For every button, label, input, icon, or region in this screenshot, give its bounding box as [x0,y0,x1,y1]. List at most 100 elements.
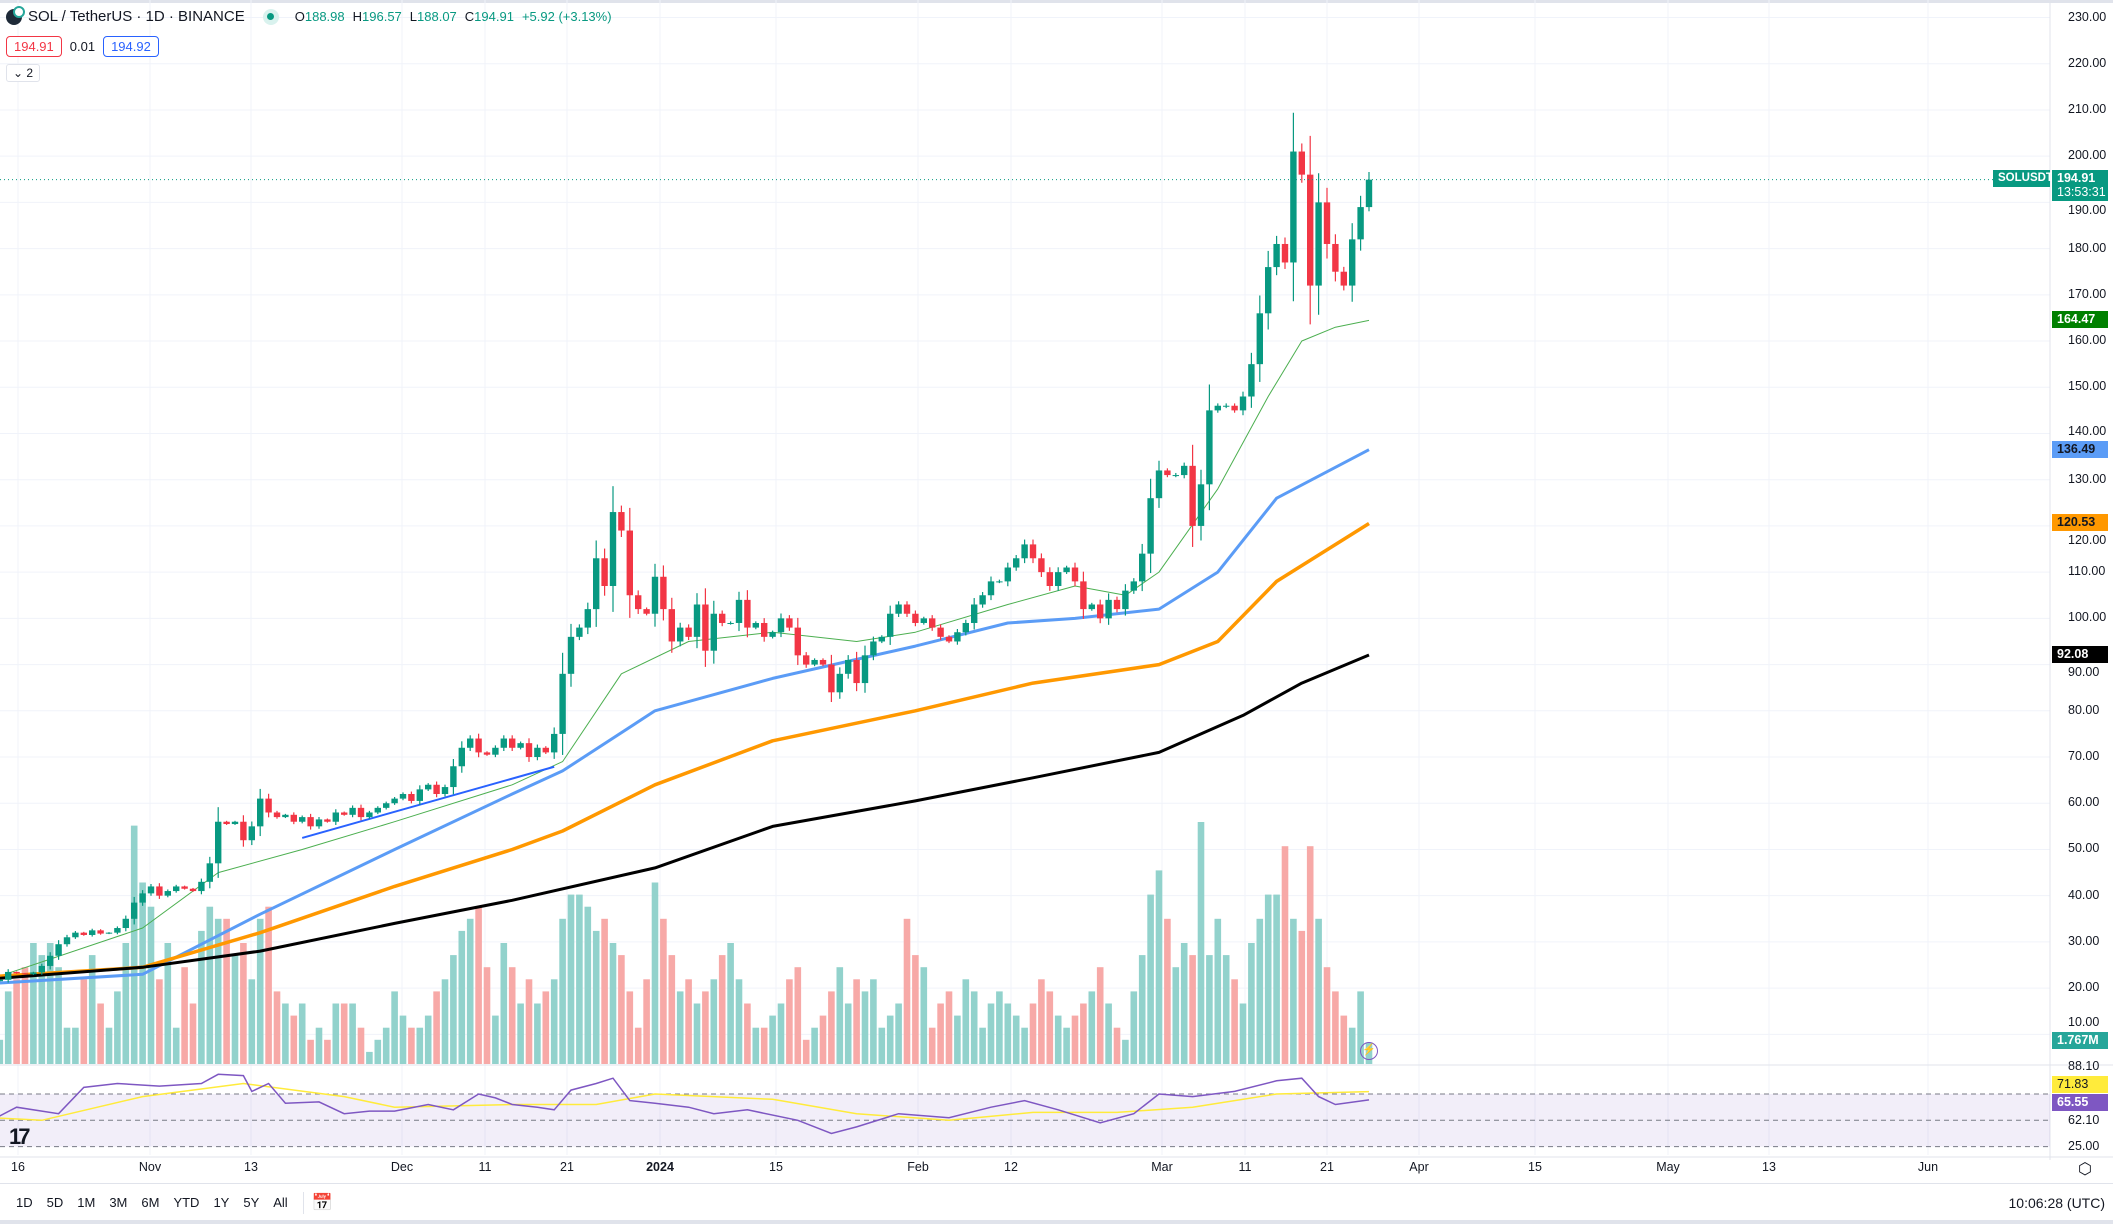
volume-bar [122,943,130,1064]
volume-bar [542,991,550,1064]
clock[interactable]: 10:06:28 (UTC) [2008,1195,2105,1211]
time-tick: Feb [907,1160,929,1174]
buy-button[interactable]: 194.92 [103,36,159,57]
volume-bar [517,1003,524,1064]
sell-button[interactable]: 194.91 [6,36,62,57]
candle-body [105,932,113,934]
price-chart[interactable] [0,0,2113,1160]
range-6m[interactable]: 6M [141,1195,160,1210]
candle-body [1147,498,1154,554]
price-tick: 180.00 [2068,240,2107,255]
candle-body [685,627,692,637]
volume-bar [1105,1003,1112,1064]
volume-bar [4,991,12,1064]
candle-body [1332,243,1339,272]
candle-body [89,930,96,935]
candle-body [1290,151,1297,263]
volume-bar [114,991,121,1064]
volume-bar [500,943,508,1064]
volume-bar [0,1039,4,1064]
volume-bar [1088,991,1096,1064]
range-3m[interactable]: 3M [109,1195,128,1210]
candle-body [887,613,894,637]
candle-body [786,618,793,628]
time-tick: Apr [1409,1160,1429,1174]
tradingview-logo[interactable]: 17 [9,1124,31,1149]
candle-body [483,752,491,755]
price-tick: 220.00 [2068,55,2107,70]
high-value: 196.57 [362,9,402,24]
volume-bar [777,1003,785,1064]
low-value: 188.07 [417,9,457,24]
moving-average-badge: 136.49 [2052,440,2108,458]
bottom-toolbar: 1D 5D 1M 3M 6M YTD 1Y 5Y All 📅 10:06:28 … [0,1183,2113,1221]
time-axis[interactable]: 16 Nov 13 Dec 11 21 2024 15 Feb 12 Mar 11 21 Apr 15 May… [0,1160,2113,1180]
volume-bar [248,979,256,1064]
volume-bar [206,906,214,1064]
candle-body [425,784,432,790]
volume-bar [458,930,466,1064]
candle-body [1248,364,1255,397]
volume-bar [1012,1015,1020,1064]
range-all[interactable]: All [273,1195,288,1210]
volume-bar [970,991,978,1064]
candle-body [1021,544,1028,559]
candle-body [206,863,213,882]
range-5y[interactable]: 5Y [243,1195,260,1210]
volume-bar [693,1003,701,1064]
candle-body [971,604,978,623]
candle-body [1181,465,1188,476]
candle-body [374,807,381,813]
candle-body [282,814,289,818]
candle-body [332,812,339,822]
candle-body [273,812,281,818]
candle-body [315,819,323,827]
volume-bar [1063,1027,1070,1064]
alert-icon[interactable]: ⚡ [1360,1042,1378,1060]
volume-bar [324,1039,331,1064]
range-5d[interactable]: 5D [46,1195,64,1210]
volume-bar [626,991,634,1064]
candle-body [643,609,650,614]
candle-body [1189,465,1196,526]
moving-average-line [0,319,1370,977]
volume-bar [508,967,516,1064]
candle-body [1231,405,1238,411]
range-1y[interactable]: 1Y [213,1195,230,1210]
volume-bar [105,1027,113,1064]
candle-body [878,636,885,642]
settings-gear-icon[interactable]: ⬡ [2078,1161,2092,1178]
candle-body [777,618,785,633]
volume-bar [718,955,726,1064]
candle-body [198,881,205,892]
volume-bar [1180,943,1188,1064]
candle-body [433,784,440,794]
volume-bar [1323,967,1331,1064]
candle-body [349,807,356,815]
symbol-title[interactable]: SOL / TetherUS · 1D · BINANCE [28,8,245,25]
volume-bar [450,955,457,1064]
candle-body [1004,567,1011,582]
candle-body [1139,553,1146,582]
candle-body [895,604,902,614]
candle-body [290,814,297,822]
candle-body [996,581,1003,583]
time-tick: 15 [769,1160,783,1174]
bid-ask: 194.91 0.01 194.92 [6,36,159,57]
range-1m[interactable]: 1M [77,1195,96,1210]
price-tick: 230.00 [2068,9,2107,24]
volume-bar [1264,894,1272,1064]
volume-bar [1281,846,1289,1064]
candle-body [5,971,12,980]
indicators-toggle-button[interactable]: ⌄ 2 [6,64,41,82]
volume-bar [1038,979,1045,1064]
range-ytd[interactable]: YTD [173,1195,200,1210]
candle-body [584,609,591,628]
rsi-tick: 62.10 [2068,1113,2100,1127]
range-1d[interactable]: 1D [16,1195,33,1210]
calendar-goto-icon[interactable]: 📅 [311,1192,333,1212]
candle-body [391,798,398,804]
volume-bar [634,1027,642,1064]
candle-body [1357,207,1364,240]
last-price-badge: 194.91 13:53:31 [2052,170,2108,201]
